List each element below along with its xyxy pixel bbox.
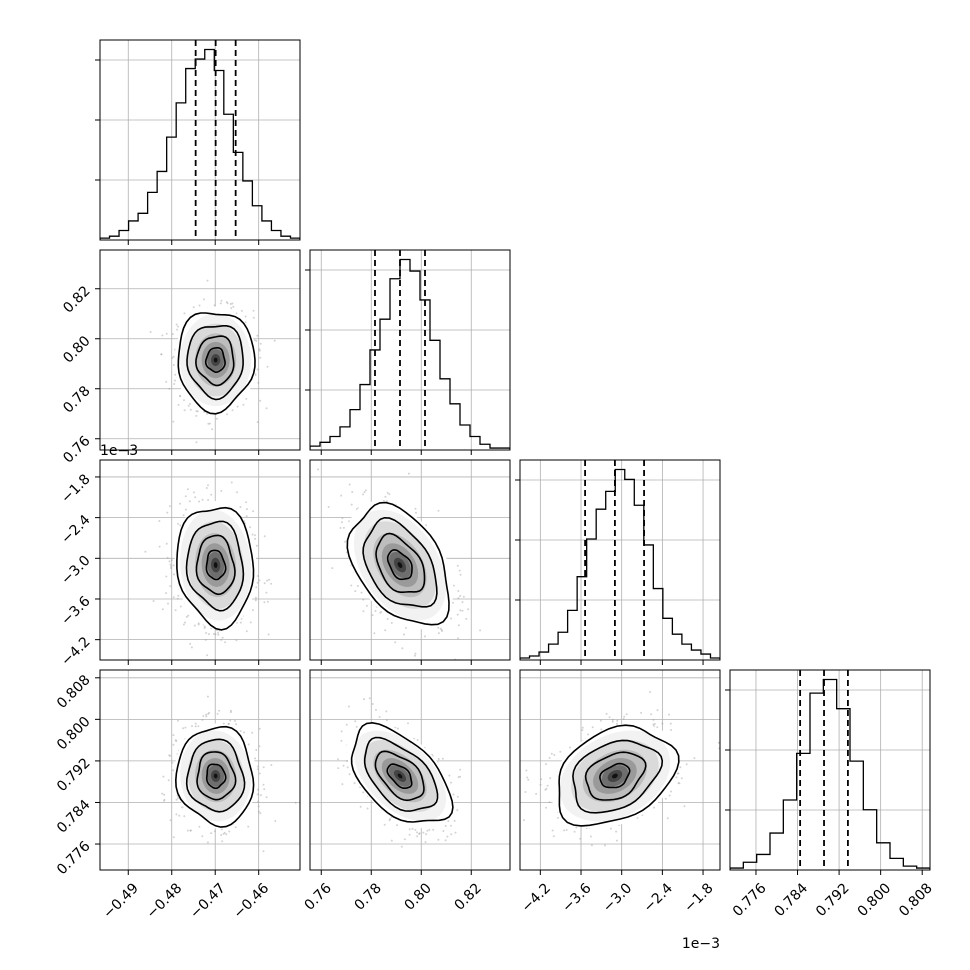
panel-2-0 bbox=[95, 459, 301, 665]
y-tick-label: 0.808 bbox=[54, 672, 94, 712]
density-level bbox=[213, 357, 218, 363]
histogram-3 bbox=[730, 678, 930, 870]
contour-2 bbox=[375, 532, 426, 593]
y-tick-label: −3.6 bbox=[58, 593, 93, 628]
x-tick-label: 0.776 bbox=[730, 880, 770, 920]
density-level bbox=[213, 562, 218, 568]
contour-0 bbox=[350, 721, 454, 823]
x-tick-label: −2.4 bbox=[641, 880, 676, 915]
panel-2-1 bbox=[309, 459, 511, 665]
histogram-0 bbox=[100, 48, 300, 240]
density-level bbox=[397, 562, 403, 568]
y-tick-label: 0.78 bbox=[60, 383, 93, 416]
panel-frame bbox=[519, 459, 721, 661]
panel-frame bbox=[729, 669, 931, 871]
contour-1 bbox=[185, 520, 245, 612]
panel-0-0 bbox=[95, 39, 301, 245]
histogram-1 bbox=[310, 258, 510, 450]
contour-3 bbox=[386, 549, 413, 581]
contour-0 bbox=[558, 724, 680, 827]
x-tick-label: 0.792 bbox=[813, 880, 853, 920]
x-tick-label: 0.800 bbox=[855, 880, 895, 920]
contour-3 bbox=[386, 763, 413, 789]
y-tick-label: 0.800 bbox=[54, 714, 94, 754]
contour-3 bbox=[599, 762, 631, 789]
contour-2 bbox=[195, 534, 236, 596]
panel-3-3 bbox=[725, 669, 931, 875]
y-tick-label: −4.2 bbox=[58, 634, 93, 669]
y-tick-label: 0.776 bbox=[54, 838, 94, 878]
panel-frame bbox=[99, 39, 301, 241]
x-tick-label: 0.80 bbox=[402, 880, 435, 913]
panel-frame bbox=[309, 459, 511, 661]
y-tick-label: 0.76 bbox=[60, 433, 93, 466]
x-tick-label: −3.6 bbox=[559, 880, 594, 915]
contour-1 bbox=[362, 516, 438, 608]
x-tick-label: −4.2 bbox=[519, 880, 554, 915]
x-tick-label: 0.808 bbox=[896, 880, 936, 920]
contour-3 bbox=[204, 347, 226, 374]
panel-frame bbox=[309, 669, 511, 871]
density-level bbox=[213, 773, 218, 779]
panel-1-1 bbox=[305, 249, 511, 455]
y-tick-label: 0.82 bbox=[60, 283, 93, 316]
x-tick-label: 0.784 bbox=[771, 880, 811, 920]
x-tick-label: −0.47 bbox=[187, 880, 229, 922]
y-tick-label: −3.0 bbox=[58, 553, 93, 588]
x-tick-label: 0.82 bbox=[452, 880, 485, 913]
contour-2 bbox=[374, 750, 425, 802]
contour-3 bbox=[205, 763, 227, 790]
density-level bbox=[612, 773, 618, 779]
contour-3 bbox=[205, 549, 227, 581]
contour-2 bbox=[195, 335, 235, 387]
y-tick-label: 0.80 bbox=[60, 333, 93, 366]
contour-0 bbox=[177, 312, 256, 415]
x-tick-label: 0.76 bbox=[302, 880, 335, 913]
panel-frame bbox=[99, 249, 301, 451]
contour-1 bbox=[363, 736, 439, 812]
contour-2 bbox=[584, 751, 647, 801]
panel-1-0 bbox=[95, 249, 301, 455]
contour-1 bbox=[185, 738, 246, 813]
y-tick-label: −2.4 bbox=[58, 512, 93, 547]
contour-0 bbox=[176, 506, 255, 631]
panel-frame bbox=[99, 459, 301, 661]
panel-2-2 bbox=[515, 459, 721, 665]
y-tick-label: 0.784 bbox=[54, 797, 94, 837]
y-tick-label: −1.8 bbox=[58, 471, 93, 506]
x-offset-label: 1e−3 bbox=[682, 936, 720, 952]
contour-0 bbox=[174, 725, 255, 828]
panel-frame bbox=[309, 249, 511, 451]
x-tick-label: −1.8 bbox=[681, 880, 716, 915]
panel-3-2 bbox=[519, 669, 721, 875]
histogram-2 bbox=[520, 468, 720, 660]
x-tick-label: −0.48 bbox=[144, 880, 186, 922]
x-tick-label: 0.78 bbox=[352, 880, 385, 913]
contour-1 bbox=[572, 739, 664, 814]
contour-1 bbox=[186, 325, 244, 401]
x-tick-label: −3.0 bbox=[600, 880, 635, 915]
y-offset-label: 1e−3 bbox=[100, 443, 138, 459]
panel-frame bbox=[99, 669, 301, 871]
panel-frame bbox=[519, 669, 721, 871]
x-tick-label: −0.49 bbox=[100, 880, 142, 922]
density-level bbox=[397, 773, 403, 779]
contour-0 bbox=[346, 501, 450, 626]
panel-3-0 bbox=[95, 669, 301, 875]
panel-3-1 bbox=[309, 669, 511, 875]
y-tick-label: 0.792 bbox=[54, 755, 94, 795]
x-tick-label: −0.46 bbox=[231, 880, 273, 922]
contour-2 bbox=[196, 751, 237, 801]
